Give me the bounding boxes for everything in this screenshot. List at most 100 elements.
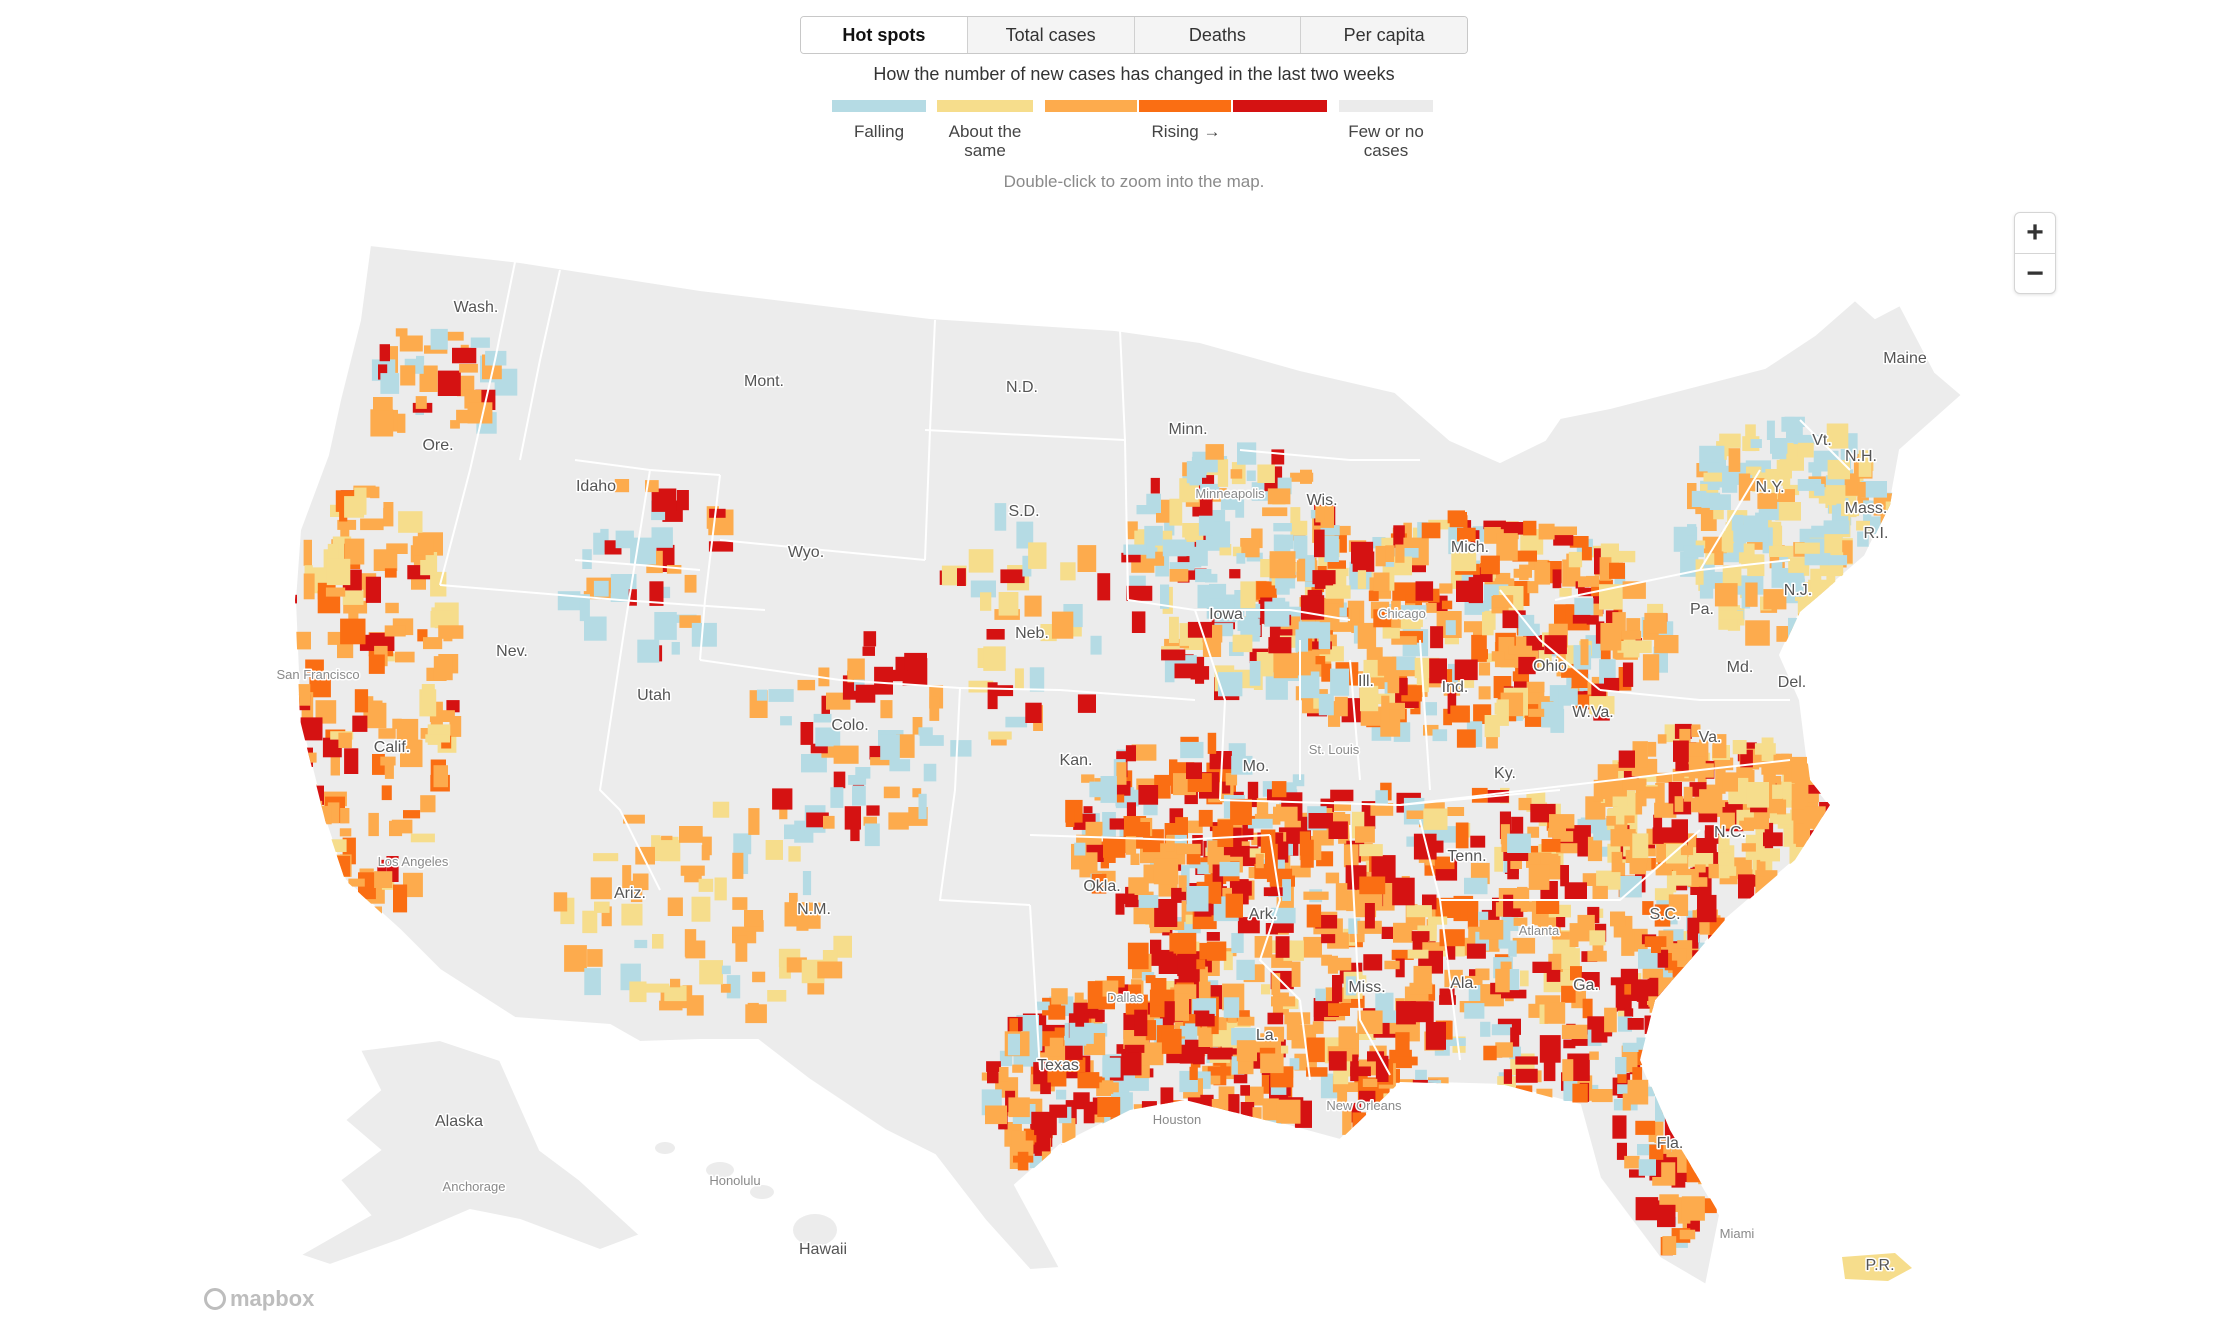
county-cell [1014, 668, 1024, 690]
legend-rising-label: Rising → [1151, 122, 1221, 141]
county-cell [1318, 551, 1327, 572]
tab-total-cases[interactable]: Total cases [966, 17, 1134, 53]
county-cell [1594, 548, 1605, 575]
label-iowa: Iowa [1209, 606, 1243, 623]
alaska-landmass [297, 1038, 642, 1267]
county-cell [1651, 943, 1661, 953]
mapbox-attribution[interactable]: mapbox [204, 1286, 314, 1312]
county-cell [1595, 621, 1605, 644]
county-cell [1375, 1055, 1389, 1082]
county-cell [1428, 923, 1437, 942]
county-cell [1410, 1001, 1434, 1023]
county-cell [1672, 968, 1686, 992]
county-cell [1791, 783, 1807, 810]
county-cell [1251, 1107, 1262, 1136]
contiguous-us-landmass [293, 243, 1964, 1287]
county-cell [1212, 860, 1224, 887]
county-cell [1712, 1056, 1721, 1070]
county-cell [1745, 620, 1770, 646]
tab-per-capita[interactable]: Per capita [1300, 17, 1467, 53]
county-cell [1702, 1108, 1715, 1121]
label-hawaii: Hawaii [799, 1241, 847, 1258]
county-cell [1801, 620, 1823, 637]
legend-same-swatch [937, 100, 1033, 112]
county-cell [1785, 591, 1801, 604]
state-labels: Wash. Mont. N.D. Minn. Maine Ore. Idaho … [372, 298, 1928, 1276]
county-cell [1562, 1059, 1574, 1082]
county-cell [1773, 469, 1788, 479]
county-cell [1231, 755, 1253, 775]
county-cell [433, 765, 448, 788]
county-cell [1196, 959, 1206, 970]
county-cell [1673, 740, 1689, 762]
county-cell [590, 877, 612, 900]
county-cell [1066, 1057, 1086, 1072]
county-cell [1145, 975, 1156, 984]
county-cell [1746, 466, 1762, 475]
county-cell [1091, 1114, 1111, 1123]
label-alaska: Alaska [435, 1113, 483, 1130]
county-cell [1713, 995, 1738, 1007]
county-cell [1662, 1236, 1677, 1255]
county-cell [1077, 545, 1097, 572]
county-cell [1667, 1044, 1690, 1065]
us-hotspot-map[interactable]: Wash. Mont. N.D. Minn. Maine Ore. Idaho … [0, 200, 2234, 1328]
county-cell [1781, 628, 1806, 641]
county-cell [1702, 1010, 1713, 1028]
county-cell [423, 637, 443, 650]
county-cell [1601, 778, 1627, 800]
county-cell [1569, 923, 1579, 947]
county-cell [1610, 911, 1626, 927]
county-cell [1223, 997, 1240, 1018]
county-cell [1563, 1039, 1576, 1049]
county-cell [1795, 823, 1810, 847]
county-cell [1428, 519, 1454, 530]
county-cell [383, 507, 392, 521]
county-cell [1446, 936, 1456, 960]
label-mich: Mich. [1451, 539, 1489, 556]
county-cell [1060, 1154, 1086, 1178]
county-cell [1704, 1130, 1716, 1142]
county-cell [1232, 546, 1242, 557]
zoom-out-button[interactable]: − [2015, 253, 2055, 294]
county-cell [1763, 589, 1787, 610]
tab-deaths[interactable]: Deaths [1133, 17, 1301, 53]
county-cell [1439, 995, 1456, 1005]
tab-hot-spots[interactable]: Hot spots [801, 17, 967, 53]
legend-few-swatch [1339, 100, 1433, 112]
county-cell [1776, 459, 1793, 470]
county-cell [1662, 1087, 1689, 1102]
county-cell [1714, 955, 1737, 978]
county-cell [1391, 949, 1414, 960]
zoom-in-button[interactable]: + [2026, 216, 2044, 249]
county-cell [1425, 1022, 1446, 1050]
county-cell [395, 651, 415, 663]
county-cell [1560, 865, 1569, 887]
label-idaho: Idaho [576, 478, 616, 495]
county-cell [1705, 538, 1716, 550]
county-cell [1331, 598, 1344, 608]
county-cell [985, 1105, 1007, 1125]
county-cell [399, 335, 423, 352]
county-cell [1471, 1098, 1491, 1114]
county-cell [1229, 569, 1241, 579]
county-cell [1172, 891, 1192, 901]
county-cell [1422, 942, 1448, 951]
county-cell [1230, 798, 1252, 825]
county-cell [1040, 1082, 1051, 1095]
label-miss: Miss. [1348, 979, 1385, 996]
county-cell [1325, 585, 1351, 599]
county-cell [1065, 1043, 1083, 1060]
county-cell [1554, 526, 1577, 536]
county-cell [1124, 1135, 1147, 1153]
county-cell [1412, 1087, 1430, 1100]
county-cell [1720, 852, 1730, 864]
county-cell [862, 646, 875, 656]
county-cell [587, 949, 603, 967]
county-cell [1083, 1181, 1096, 1206]
county-cell [395, 328, 408, 337]
county-cell [1708, 935, 1728, 953]
county-cell [1180, 1025, 1189, 1037]
county-cell [1005, 716, 1028, 728]
county-cell [1121, 1183, 1132, 1204]
